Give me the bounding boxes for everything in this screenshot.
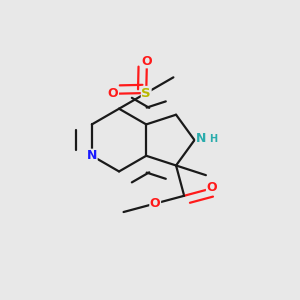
Text: O: O bbox=[150, 197, 160, 210]
Text: H: H bbox=[210, 134, 218, 144]
Text: S: S bbox=[141, 86, 151, 100]
Text: O: O bbox=[142, 55, 152, 68]
Text: O: O bbox=[108, 87, 118, 100]
Text: N: N bbox=[87, 149, 97, 162]
Text: N: N bbox=[196, 132, 206, 145]
Text: O: O bbox=[206, 181, 217, 194]
